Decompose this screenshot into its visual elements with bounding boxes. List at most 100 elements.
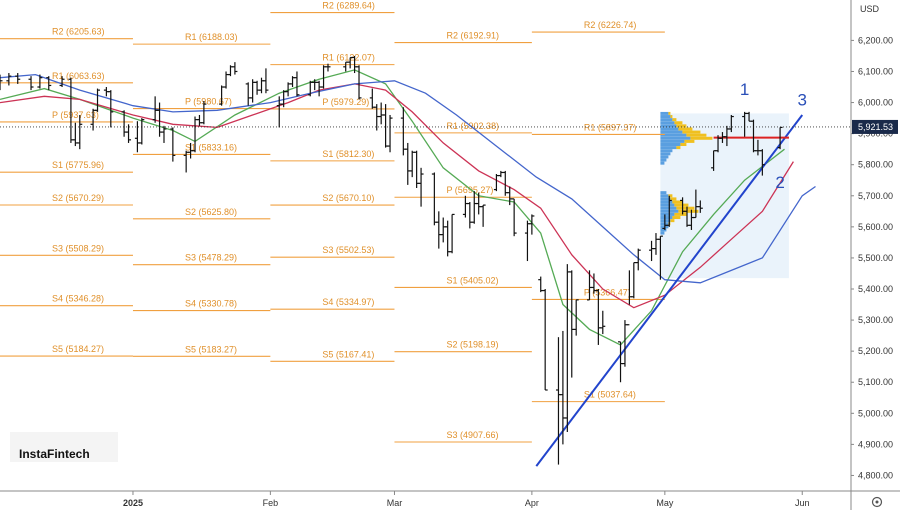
vp-bar — [660, 130, 683, 134]
ohlc-bar — [462, 195, 468, 218]
pivot-label: P (5980.67) — [185, 97, 232, 107]
ohlc-bar — [649, 240, 655, 262]
time-tick-label: Feb — [263, 498, 279, 508]
vp-bar — [660, 212, 675, 216]
pivot-label: S5 (5183.27) — [185, 344, 237, 354]
vp-bar-yellow — [678, 209, 699, 213]
ohlc-bar — [383, 104, 389, 148]
ohlc-bar — [108, 90, 114, 128]
pivot-label: R1 (6122.07) — [322, 53, 375, 63]
pivot-label: R1 (6063.63) — [52, 71, 105, 81]
pivot-label: R1 (5902.38) — [446, 121, 499, 131]
price-tick-label: 5,500.00 — [858, 253, 893, 263]
watermark: InstaFintech — [10, 432, 118, 462]
currency-label: USD — [860, 4, 880, 14]
ohlc-bar — [369, 88, 375, 109]
ohlc-bar — [263, 68, 269, 94]
price-tick-label: 5,400.00 — [858, 284, 893, 294]
last-price-bg — [852, 119, 898, 134]
vp-bar-yellow — [690, 136, 713, 140]
pivot-label: S2 (5198.19) — [446, 340, 498, 350]
vp-bar-yellow — [680, 143, 687, 147]
vp-bar-yellow — [668, 111, 671, 115]
vp-bar — [660, 133, 687, 137]
ohlc-bar — [431, 172, 437, 226]
price-tick-label: 6,100.00 — [858, 66, 893, 76]
vp-bar — [660, 149, 673, 153]
pivot-label: S1 (5775.96) — [52, 160, 104, 170]
ohlc-bar — [77, 114, 83, 150]
ohlc-bar — [436, 211, 442, 249]
time-tick-label: 2025 — [123, 498, 143, 508]
vp-bar-yellow — [672, 200, 683, 204]
ohlc-bar — [196, 114, 202, 126]
ohlc-bar — [227, 65, 233, 77]
time-tick-label: Apr — [525, 498, 539, 508]
ohlc-bar — [631, 261, 637, 299]
vp-bar-yellow — [668, 194, 673, 198]
vp-bar-yellow — [678, 127, 693, 131]
settings-icon[interactable] — [871, 496, 883, 508]
ohlc-bar — [507, 186, 513, 206]
pivot-label: S4 (5330.78) — [185, 299, 237, 309]
pivot-label: R2 (6192.91) — [446, 31, 499, 41]
pivot-label: R1 (5897.37) — [584, 122, 637, 132]
vp-bar-yellow — [672, 216, 681, 220]
ohlc-bar — [157, 102, 163, 137]
ohlc-bar — [223, 71, 229, 89]
ohlc-bar — [529, 214, 535, 235]
ohlc-bar — [635, 248, 641, 271]
ohlc-bar — [387, 114, 393, 153]
pivot-label: S3 (5502.53) — [322, 245, 374, 255]
vp-bar-yellow — [684, 139, 695, 143]
vp-bar-yellow — [682, 130, 701, 134]
pivot-label: S5 (5167.41) — [322, 349, 374, 359]
ohlc-bar — [37, 74, 43, 89]
vp-bar — [660, 203, 675, 207]
price-tick-label: 4,900.00 — [858, 439, 893, 449]
vp-bar-yellow — [670, 219, 675, 223]
ohlc-bar — [59, 76, 65, 88]
ohlc-bar — [657, 235, 663, 280]
ohlc-bar — [170, 127, 176, 162]
vp-bar — [660, 118, 673, 122]
pivot-label: S1 (5833.16) — [185, 142, 237, 152]
time-tick-label: May — [656, 498, 674, 508]
ohlc-bar — [28, 76, 34, 91]
price-tick-label: 5,100.00 — [858, 377, 893, 387]
last-price-tag: 5,921.53 — [852, 119, 898, 134]
ohlc-bar — [378, 102, 384, 125]
ohlc-bar — [449, 213, 455, 254]
ohlc-bar — [245, 82, 251, 106]
ma-red — [0, 83, 794, 309]
price-tick-label: 5,000.00 — [858, 408, 893, 418]
ohlc-bar — [564, 264, 570, 432]
ohlc-bar — [569, 270, 575, 378]
pivot-label: S3 (5478.29) — [185, 253, 237, 263]
ohlc-bar — [498, 170, 504, 178]
ohlc-bar — [697, 200, 703, 213]
vp-bar — [660, 127, 679, 131]
ohlc-bar — [573, 299, 579, 336]
pivot-label: R1 (6188.03) — [185, 32, 238, 42]
vp-bar — [660, 143, 681, 147]
ohlc-bars — [0, 55, 783, 465]
vp-bar — [660, 155, 669, 159]
vp-bar — [660, 194, 669, 198]
vp-bar-yellow — [674, 203, 689, 207]
pivot-label: S1 (5037.64) — [584, 390, 636, 400]
ohlc-bar — [440, 217, 446, 243]
trendline — [535, 114, 804, 467]
ohlc-bar — [15, 73, 21, 84]
ohlc-bar — [316, 80, 322, 97]
price-axis: 6,200.006,100.006,000.005,900.005,800.00… — [850, 0, 893, 510]
ohlc-bar — [728, 114, 734, 133]
pivot-label: S1 (5405.02) — [446, 275, 498, 285]
vp-bar — [660, 158, 667, 162]
ohlc-bar — [666, 195, 672, 227]
vp-bar — [660, 216, 673, 220]
pivot-label: R2 (6289.64) — [322, 1, 375, 11]
ohlc-bar — [618, 341, 624, 383]
wave-labels: 1 2 3 — [740, 80, 807, 192]
